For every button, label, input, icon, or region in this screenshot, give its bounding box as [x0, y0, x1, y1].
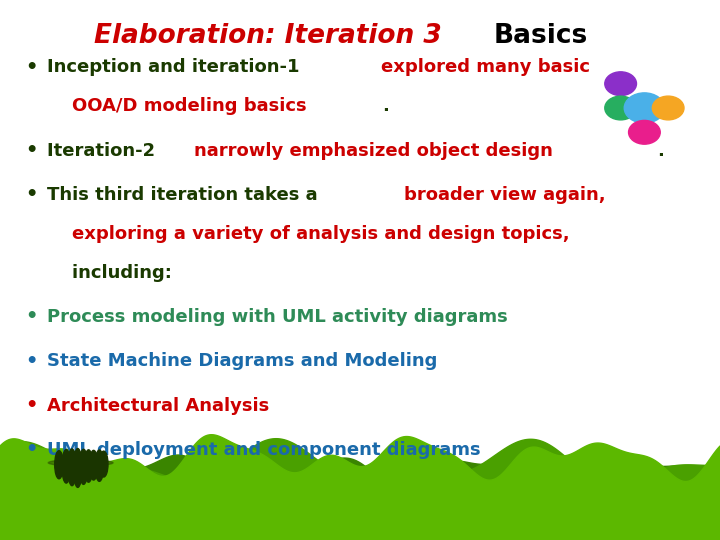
Circle shape [605, 72, 636, 96]
Circle shape [652, 96, 684, 120]
Circle shape [629, 120, 660, 144]
Text: •: • [25, 440, 37, 460]
Text: UML deployment and component diagrams: UML deployment and component diagrams [47, 441, 480, 459]
Ellipse shape [95, 450, 104, 481]
Text: Elaboration: Iteration 3: Elaboration: Iteration 3 [94, 23, 441, 49]
Text: •: • [25, 58, 37, 77]
Ellipse shape [73, 449, 82, 488]
Text: broader view again,: broader view again, [404, 186, 606, 204]
Ellipse shape [48, 460, 113, 466]
Text: .: . [382, 97, 389, 116]
Text: Basics: Basics [493, 23, 588, 49]
Text: exploring a variety of analysis and design topics,: exploring a variety of analysis and desi… [47, 225, 570, 243]
Text: •: • [25, 185, 37, 205]
Text: •: • [25, 352, 37, 371]
Text: State Machine Diagrams and Modeling: State Machine Diagrams and Modeling [47, 352, 437, 370]
Circle shape [605, 96, 636, 120]
Text: •: • [25, 141, 37, 160]
Text: •: • [25, 396, 37, 415]
Text: Iteration-2: Iteration-2 [47, 141, 161, 160]
Text: OOA/D modeling basics: OOA/D modeling basics [47, 97, 307, 116]
Text: .: . [657, 141, 665, 160]
Text: explored many basic: explored many basic [381, 58, 590, 77]
Ellipse shape [62, 450, 71, 483]
Text: •: • [25, 307, 37, 327]
Ellipse shape [89, 450, 98, 480]
Ellipse shape [84, 450, 93, 482]
Ellipse shape [99, 451, 108, 477]
Text: including:: including: [47, 264, 171, 282]
Text: narrowly emphasized object design: narrowly emphasized object design [194, 141, 553, 160]
Text: Inception and iteration-1: Inception and iteration-1 [47, 58, 305, 77]
Text: Architectural Analysis: Architectural Analysis [47, 396, 269, 415]
Ellipse shape [79, 449, 88, 484]
Ellipse shape [55, 451, 63, 479]
Text: This third iteration takes a: This third iteration takes a [47, 186, 324, 204]
Text: Process modeling with UML activity diagrams: Process modeling with UML activity diagr… [47, 308, 508, 326]
Ellipse shape [68, 449, 76, 485]
Circle shape [624, 93, 665, 123]
